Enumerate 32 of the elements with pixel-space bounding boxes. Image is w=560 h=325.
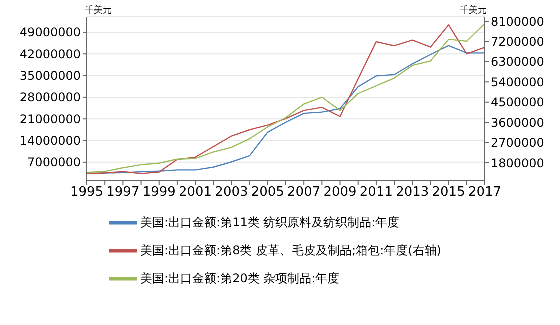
y-tick-label: 7000000 <box>28 156 81 170</box>
x-tick-label: 2007 <box>288 185 321 200</box>
y2-tick-label: 2700000 <box>491 136 544 150</box>
y2-tick-label: 3600000 <box>491 116 544 130</box>
y2-tick-label: 4500000 <box>491 96 544 110</box>
y-tick-label: 21000000 <box>20 112 81 126</box>
y2-tick-label: 5400000 <box>491 75 544 90</box>
x-tick-label: 2017 <box>468 185 502 200</box>
x-tick-label: 2011 <box>360 185 393 200</box>
x-tick-label: 2009 <box>324 185 357 200</box>
x-tick-label: 1997 <box>106 185 140 200</box>
legend-label: 美国:出口金额:第20类 杂项制品:年度 <box>140 271 340 286</box>
y2-tick-label: 8100000 <box>491 14 544 29</box>
y2-axis-title: 千美元 <box>460 5 487 16</box>
y-tick-label: 42000000 <box>20 47 81 62</box>
y-axis-title: 千美元 <box>85 5 112 16</box>
y-tick-label: 35000000 <box>20 69 81 84</box>
y-tick-label: 49000000 <box>20 26 81 40</box>
x-tick-label: 2015 <box>432 185 466 200</box>
y2-tick-label: 6300000 <box>491 55 544 70</box>
x-tick-label: 1999 <box>142 185 176 200</box>
legend-label: 美国:出口金额:第8类 皮革、毛皮及制品;箱包:年度(右轴) <box>140 243 442 258</box>
y-tick-label: 28000000 <box>20 90 81 105</box>
legend-label: 美国:出口金额:第11类 纺织原料及纺织制品:年度 <box>140 215 400 230</box>
y2-tick-label: 1800000 <box>491 156 544 170</box>
x-tick-label: 2003 <box>215 185 248 200</box>
x-tick-label: 1995 <box>70 185 104 200</box>
y-tick-label: 14000000 <box>20 134 81 148</box>
x-tick-label: 2005 <box>251 185 284 200</box>
y2-tick-label: 7200000 <box>491 34 544 49</box>
x-tick-label: 2013 <box>396 185 430 200</box>
x-tick-label: 2001 <box>179 185 212 200</box>
